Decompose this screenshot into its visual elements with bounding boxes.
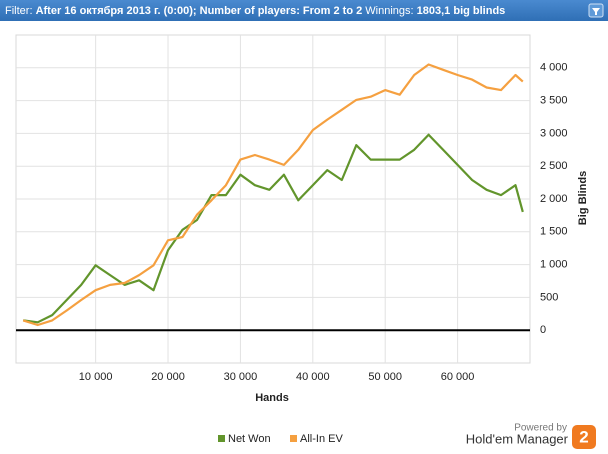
y-tick-label: 3 500 <box>540 95 568 107</box>
filter-icon <box>592 8 600 15</box>
y-tick-label: 500 <box>540 291 558 303</box>
x-tick-label: 30 000 <box>224 371 258 383</box>
filter-bar <box>0 0 608 21</box>
y-tick-label: 1 500 <box>540 226 568 238</box>
y-tick-label: 0 <box>540 324 546 336</box>
filter-value: After 16 октября 2013 г. (0:00); Number … <box>36 5 363 17</box>
y-tick-label: 2 500 <box>540 160 568 172</box>
y-axis-title: Big Blinds <box>577 171 589 225</box>
y-tick-label: 4 000 <box>540 62 568 74</box>
x-tick-label: 20 000 <box>151 371 185 383</box>
series-line <box>22 63 524 327</box>
legend-label: All-In EV <box>300 433 343 445</box>
product-name: Hold'em Manager <box>466 431 569 446</box>
winnings-value: 1803,1 big blinds <box>417 5 506 17</box>
y-tick-label: 1 000 <box>540 259 568 271</box>
x-axis-title: Hands <box>255 392 289 404</box>
plot <box>15 34 531 364</box>
filter-text: Filter: After 16 октября 2013 г. (0:00);… <box>5 5 505 17</box>
logo-box <box>572 425 596 449</box>
filter-label: Filter: <box>5 5 33 17</box>
legend-label: Net Won <box>228 433 271 445</box>
x-tick-label: 10 000 <box>79 371 113 383</box>
series-line <box>23 133 524 324</box>
logo-text: 2 <box>579 427 588 446</box>
x-tick-label: 50 000 <box>368 371 402 383</box>
x-tick-label: 40 000 <box>296 371 330 383</box>
x-tick-label: 60 000 <box>441 371 475 383</box>
y-tick-label: 3 000 <box>540 127 568 139</box>
legend-swatch <box>290 435 297 442</box>
powered-by: Powered by <box>514 423 567 434</box>
filter-button[interactable] <box>588 3 604 18</box>
y-tick-label: 2 000 <box>540 193 568 205</box>
legend-swatch <box>218 435 225 442</box>
winnings-label: Winnings: <box>365 5 413 17</box>
